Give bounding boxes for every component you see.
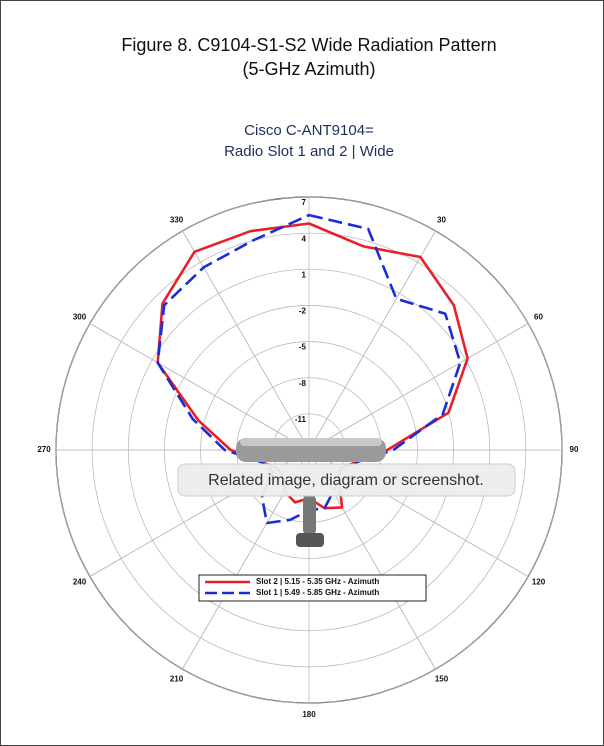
r-tick-label: -11	[295, 415, 307, 424]
theta-tick-label: 330	[170, 216, 184, 225]
tooltip-box	[177, 463, 516, 497]
theta-tick-label: 210	[170, 675, 184, 684]
legend-label: Slot 1 | 5.49 - 5.85 GHz - Azimuth	[256, 588, 379, 597]
r-tick-label: -2	[299, 307, 307, 316]
legend-box	[198, 574, 427, 602]
theta-tick-label: 60	[534, 313, 543, 322]
chart-title: Radio Slot 1 and 2 | Wide	[224, 143, 394, 160]
theta-tick-label: 30	[437, 216, 446, 225]
chart-title: Cisco C-ANT9104=	[244, 122, 374, 139]
r-tick-label: -5	[299, 343, 307, 352]
tooltip-text: Related image, diagram or screenshot.	[208, 472, 484, 489]
r-tick-label: 7	[302, 198, 307, 207]
r-tick-label: 1	[302, 270, 307, 279]
overlay: Slot 2 | 5.15 - 5.35 GHz - Azimuth Slot 1…	[177, 438, 516, 602]
theta-tick-label: 240	[73, 578, 87, 587]
legend-label: Slot 2 | 5.15 - 5.35 GHz - Azimuth	[256, 577, 379, 586]
theta-tick-label: 150	[435, 675, 449, 684]
theta-tick-label: 120	[532, 578, 546, 587]
theta-tick-label: 180	[302, 710, 316, 719]
figure-title: (5-GHz Azimuth)	[242, 59, 375, 79]
r-tick-label: 4	[302, 234, 307, 243]
theta-tick-label: 300	[73, 313, 87, 322]
device-base	[296, 533, 324, 547]
device-top	[240, 438, 382, 446]
device-stand	[303, 495, 316, 535]
theta-tick-label: 270	[37, 445, 51, 454]
figure-title: Figure 8. C9104-S1-S2 Wide Radiation Pat…	[121, 35, 496, 55]
theta-tick-label: 90	[570, 445, 579, 454]
r-tick-label: -8	[299, 379, 307, 388]
